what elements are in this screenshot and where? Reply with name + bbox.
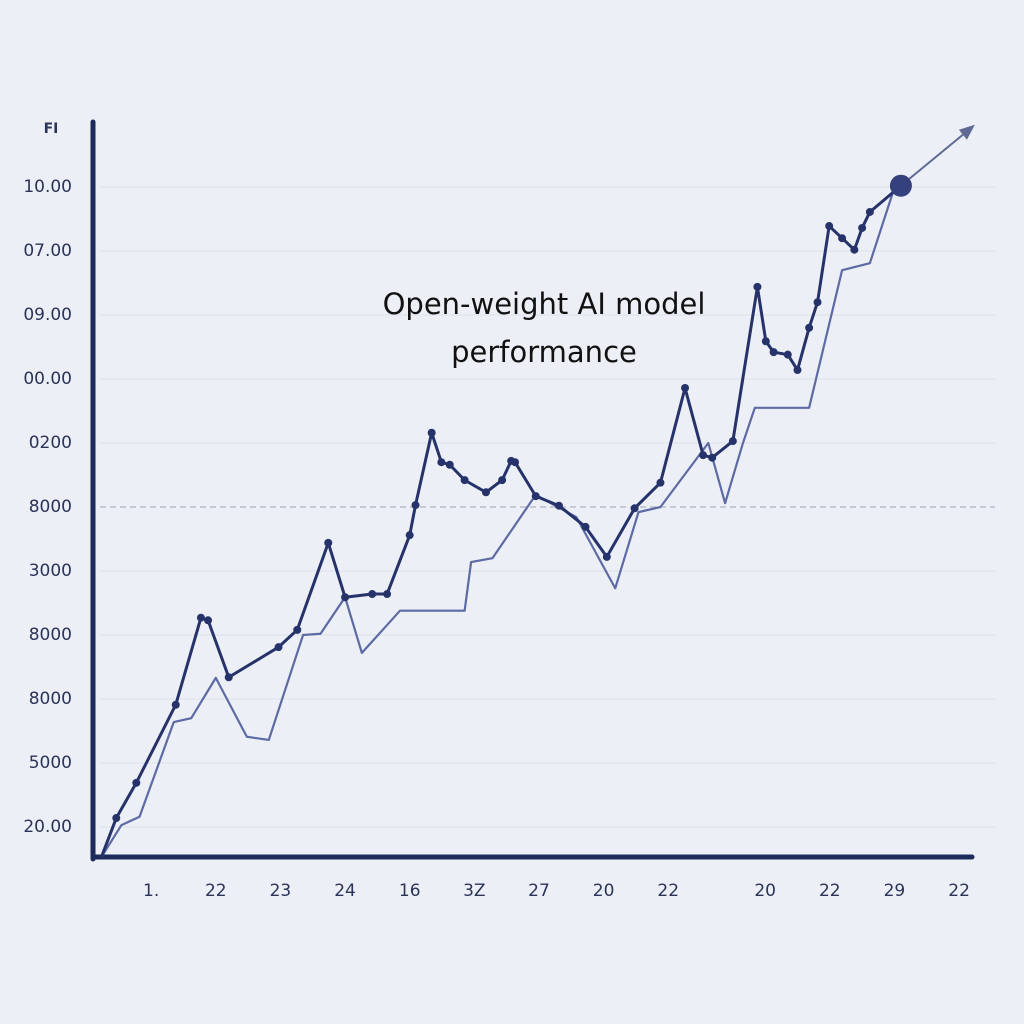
data-point — [630, 504, 639, 513]
data-point — [825, 222, 834, 231]
data-point — [850, 245, 859, 254]
data-point — [293, 625, 302, 634]
data-point — [511, 458, 520, 467]
data-point — [481, 488, 490, 497]
y-tick-label: 20.00 — [23, 817, 72, 837]
data-point — [437, 458, 446, 467]
x-tick-label: 22 — [819, 881, 841, 901]
x-tick-label: 24 — [334, 881, 356, 901]
y-axis-label: FI — [44, 121, 59, 137]
y-tick-label: 8000 — [29, 625, 72, 645]
data-point — [531, 492, 540, 501]
data-point — [602, 552, 611, 561]
data-point — [445, 460, 454, 469]
x-tick-label: 20 — [754, 881, 776, 901]
y-tick-label: 3000 — [29, 561, 72, 581]
x-tick-label: 3Z — [463, 881, 485, 901]
data-point — [761, 337, 770, 346]
data-point — [498, 476, 507, 485]
data-point — [427, 428, 436, 437]
y-tick-label: 8000 — [29, 689, 72, 709]
x-tick-label: 1. — [143, 881, 159, 901]
series-line — [100, 184, 902, 858]
y-tick-label: 10.00 — [23, 177, 72, 197]
data-point — [368, 590, 377, 599]
y-tick-label: 0200 — [29, 433, 72, 453]
data-point — [341, 593, 350, 602]
data-point — [813, 298, 822, 307]
data-point — [728, 437, 737, 446]
data-point — [681, 383, 690, 392]
data-point — [171, 700, 180, 709]
y-tick-label: 5000 — [29, 753, 72, 773]
y-tick-label: 07.00 — [23, 241, 72, 261]
data-point — [274, 643, 283, 652]
data-point — [324, 538, 333, 547]
data-point — [204, 616, 213, 625]
data-point — [405, 531, 414, 540]
x-tick-label: 22 — [657, 881, 679, 901]
data-point — [460, 476, 469, 485]
y-tick-label: 09.00 — [23, 305, 72, 325]
data-point — [865, 207, 874, 216]
x-tick-label: 29 — [884, 881, 906, 901]
data-point — [753, 282, 762, 291]
data-point — [581, 522, 590, 531]
x-tick-label: 16 — [399, 881, 421, 901]
data-point — [411, 501, 420, 510]
data-point — [793, 366, 802, 375]
data-point — [554, 501, 563, 510]
data-point — [708, 453, 717, 462]
x-tick-label: 20 — [593, 881, 615, 901]
data-point — [783, 350, 792, 359]
data-point — [656, 478, 665, 487]
data-point — [112, 814, 121, 823]
data-point — [805, 323, 814, 332]
data-point — [838, 234, 847, 243]
data-point — [383, 590, 392, 599]
y-tick-label: 00.00 — [23, 369, 72, 389]
data-point — [224, 673, 233, 682]
data-point — [889, 174, 912, 197]
x-tick-label: 23 — [270, 881, 292, 901]
data-point — [769, 348, 778, 357]
series-line — [100, 185, 897, 858]
data-point — [858, 223, 867, 232]
data-point — [132, 778, 141, 787]
data-point — [699, 451, 708, 460]
x-tick-label: 27 — [528, 881, 550, 901]
trend-arrowhead — [958, 124, 975, 140]
y-tick-label: 8000 — [29, 497, 72, 517]
trend-arrow — [900, 128, 970, 187]
x-tick-label: 22 — [948, 881, 970, 901]
chart-title: Open-weight AI model performance — [382, 287, 706, 369]
data-point — [196, 613, 205, 622]
x-tick-label: 22 — [205, 881, 227, 901]
